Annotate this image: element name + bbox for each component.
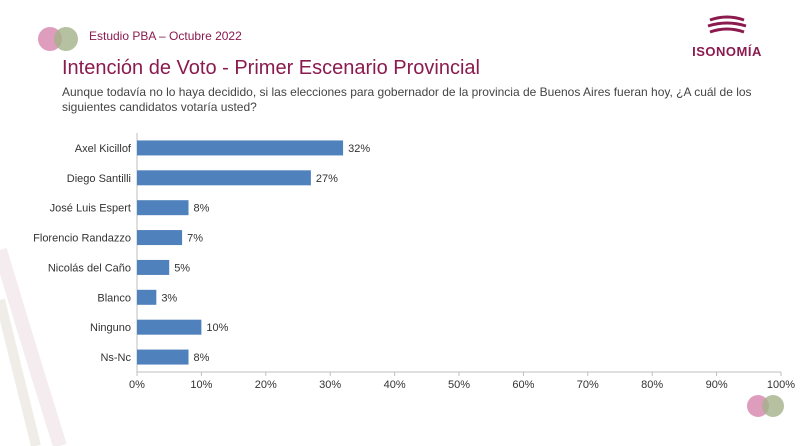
data-label: 3% (161, 292, 177, 304)
bar (137, 230, 183, 246)
bar (137, 200, 189, 216)
footer-dots-icon (747, 395, 784, 417)
data-label: 7% (187, 233, 203, 245)
category-label: Axel Kicillof (75, 143, 132, 155)
bar (137, 349, 189, 365)
x-tick-label: 0% (129, 379, 145, 391)
brand-logo: ISONOMÍA (682, 12, 772, 62)
brand-name: ISONOMÍA (692, 44, 762, 59)
bar (137, 140, 344, 156)
category-label: Florencio Randazzo (33, 233, 131, 245)
category-label: Nicolás del Caño (48, 262, 131, 274)
category-label: José Luis Espert (50, 203, 131, 215)
data-label: 5% (174, 262, 190, 274)
x-tick-label: 20% (255, 379, 277, 391)
header-dots-icon (38, 27, 78, 51)
data-label: 27% (316, 173, 338, 185)
category-label: Blanco (97, 292, 131, 304)
bar (137, 170, 311, 186)
category-label: Diego Santilli (67, 173, 131, 185)
slide-title: Intención de Voto - Primer Escenario Pro… (62, 57, 480, 79)
bar (137, 319, 202, 335)
bar (137, 259, 170, 275)
x-tick-label: 50% (448, 379, 470, 391)
isonomia-mark-icon (707, 15, 747, 34)
x-tick-label: 60% (512, 379, 534, 391)
x-tick-label: 90% (706, 379, 728, 391)
data-label: 8% (194, 203, 210, 215)
survey-question: Aunque todavía no lo haya decidido, si l… (62, 85, 752, 114)
category-label: Ninguno (90, 322, 131, 334)
x-tick-label: 80% (641, 379, 663, 391)
bar (137, 289, 157, 305)
data-label: 32% (348, 143, 370, 155)
category-label: Ns-Nc (100, 352, 131, 364)
data-label: 8% (194, 352, 210, 364)
x-tick-label: 10% (190, 379, 212, 391)
x-tick-label: 70% (577, 379, 599, 391)
x-tick-label: 30% (319, 379, 341, 391)
x-tick-label: 100% (767, 379, 795, 391)
x-tick-label: 40% (384, 379, 406, 391)
data-label: 10% (206, 322, 228, 334)
study-label: Estudio PBA – Octubre 2022 (89, 29, 242, 43)
